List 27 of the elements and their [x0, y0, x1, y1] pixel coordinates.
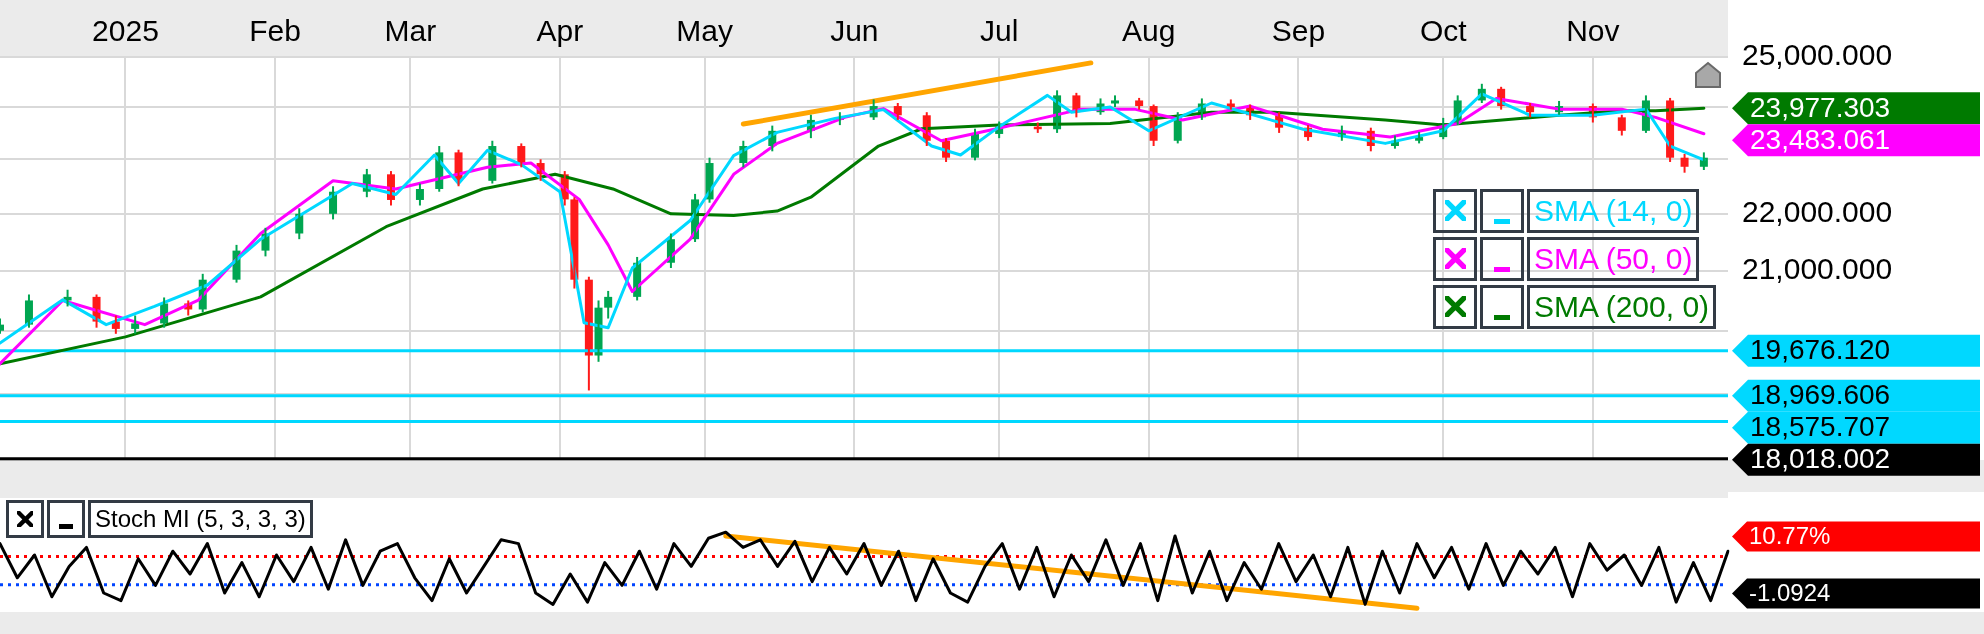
x-tick-label: Feb: [249, 14, 301, 48]
legend-label: Stoch MI (5, 3, 3, 3): [88, 500, 313, 538]
x-tick-label: Apr: [536, 14, 584, 48]
y-tick-label: 25,000.000: [1742, 38, 1893, 72]
candlestick: [1110, 94, 1119, 109]
ref-line-label: 18,575.707: [1750, 411, 1891, 443]
y-tick-label: 22,000.000: [1742, 195, 1893, 229]
data-label: 23,977.303: [1750, 91, 1891, 123]
ref-line-label: 19,676.120: [1750, 334, 1891, 366]
data-label: 23,483.061: [1750, 123, 1891, 155]
x-tick-label: Sep: [1271, 14, 1326, 48]
x-tick-label: May: [676, 14, 734, 48]
text: 10.77%: [1749, 522, 1831, 550]
x-tick-label: Aug: [1122, 14, 1176, 48]
x-tick-label: Mar: [384, 14, 437, 48]
ref-line-label: 18,969.606: [1750, 379, 1891, 411]
legend-label: SMA (50, 0): [1527, 236, 1700, 281]
ref-line-label: 18,018.002: [1750, 443, 1891, 475]
x-tick-label: 2025: [92, 14, 159, 48]
y-tick-label: 21,000.000: [1742, 252, 1893, 286]
x-tick-label: Nov: [1566, 14, 1620, 48]
text: -1.0924: [1749, 579, 1831, 607]
legend-label: SMA (200, 0): [1527, 284, 1717, 329]
x-tick-label: Oct: [1419, 14, 1468, 48]
x-tick-label: Jun: [830, 14, 879, 48]
legend-label: SMA (14, 0): [1527, 188, 1700, 233]
x-tick-label: Jul: [979, 14, 1019, 48]
